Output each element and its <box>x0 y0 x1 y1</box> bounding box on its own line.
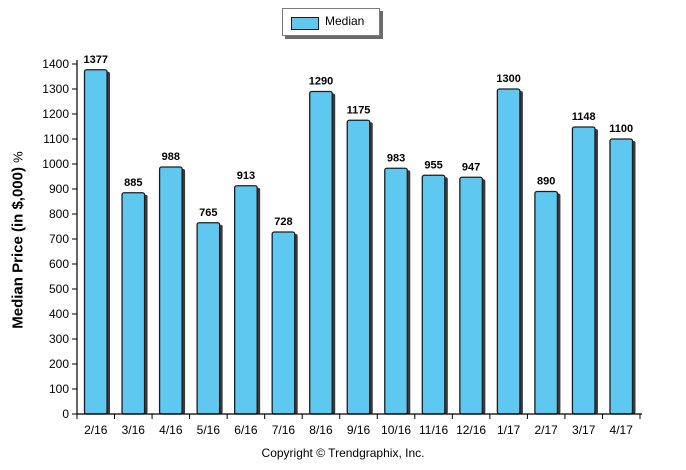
x-tick-label: 2/16 <box>84 423 108 437</box>
bar <box>421 174 446 415</box>
y-tick-label: 1000 <box>42 157 69 171</box>
x-tick-label: 3/16 <box>122 423 146 437</box>
bar <box>309 90 333 415</box>
data-label: 890 <box>537 176 555 188</box>
x-tick-label: 8/16 <box>309 423 333 437</box>
bar <box>83 69 108 415</box>
bar <box>609 138 634 415</box>
x-tick-label: 3/17 <box>572 423 596 437</box>
bar <box>121 192 146 415</box>
x-tick-label: 2/17 <box>534 423 558 437</box>
bar <box>534 190 559 415</box>
y-tick-label: 700 <box>49 232 69 246</box>
x-tick-label: 1/17 <box>497 423 521 437</box>
data-label: 983 <box>387 152 405 164</box>
legend-label: Median <box>325 14 365 28</box>
x-tick-label: 6/16 <box>234 423 258 437</box>
y-tick-label: 900 <box>49 182 69 196</box>
y-tick-label: 1200 <box>42 107 69 121</box>
bar <box>233 185 258 415</box>
x-tick-label: 12/16 <box>456 423 486 437</box>
y-tick-label: 1100 <box>43 132 69 146</box>
y-tick-label: 400 <box>49 307 69 321</box>
legend-frame: Median <box>282 8 380 36</box>
x-tick-label: 4/16 <box>159 423 183 437</box>
y-tick-label: 300 <box>49 332 69 346</box>
data-label: 988 <box>162 151 180 163</box>
data-label: 947 <box>462 161 480 173</box>
x-tick-label: 10/16 <box>381 423 411 437</box>
y-tick-label: 1300 <box>42 82 69 96</box>
x-tick-label: 7/16 <box>272 423 296 437</box>
data-label: 1300 <box>496 73 520 85</box>
bar <box>271 231 296 415</box>
legend: Median <box>282 8 382 38</box>
y-tick-label: 0 <box>62 407 69 421</box>
data-label: 913 <box>237 170 255 182</box>
data-label: 885 <box>124 177 142 189</box>
bar <box>158 166 183 415</box>
data-label: 1175 <box>347 104 371 116</box>
data-label: 1148 <box>572 111 596 123</box>
x-tick-label: 11/16 <box>419 423 448 437</box>
data-label: 1100 <box>609 123 633 135</box>
y-tick-label: 500 <box>49 282 69 296</box>
y-tick-label: 100 <box>49 382 69 396</box>
bar <box>196 222 221 415</box>
data-label: 765 <box>199 207 217 219</box>
copyright-text: Copyright © Trendgraphix, Inc. <box>261 446 425 460</box>
data-label: 728 <box>274 216 292 228</box>
bar <box>384 167 408 415</box>
y-tick-label: 800 <box>49 207 69 221</box>
bar <box>346 119 371 415</box>
bar <box>459 176 484 415</box>
data-label: 1377 <box>84 54 108 66</box>
x-tick-label: 9/16 <box>347 423 371 437</box>
bar <box>496 88 521 415</box>
legend-swatch <box>291 17 319 30</box>
y-tick-label: 1400 <box>42 57 69 71</box>
y-tick-label: 200 <box>49 357 69 371</box>
x-tick-label: 4/17 <box>610 423 634 437</box>
data-label: 1290 <box>309 76 333 88</box>
y-tick-label: 600 <box>49 257 69 271</box>
bar <box>571 126 596 415</box>
data-label: 955 <box>424 159 442 171</box>
x-tick-label: 5/16 <box>197 423 221 437</box>
